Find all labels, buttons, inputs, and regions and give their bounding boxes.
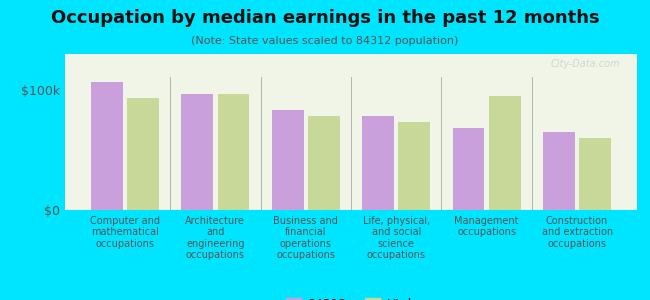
Bar — [218, 94, 249, 210]
Bar — [272, 110, 304, 210]
Bar — [181, 94, 213, 210]
Text: (Note: State values scaled to 84312 population): (Note: State values scaled to 84312 popu… — [191, 36, 459, 46]
Bar — [362, 116, 394, 210]
Bar — [91, 82, 123, 210]
Text: City-Data.com: City-Data.com — [550, 59, 620, 69]
Text: Occupation by median earnings in the past 12 months: Occupation by median earnings in the pas… — [51, 9, 599, 27]
Bar — [579, 138, 611, 210]
Bar — [543, 132, 575, 210]
Bar — [308, 116, 340, 210]
Bar — [398, 122, 430, 210]
Bar — [453, 128, 484, 210]
Bar — [489, 96, 521, 210]
Legend: 84312, Utah: 84312, Utah — [281, 293, 421, 300]
Bar — [127, 98, 159, 210]
